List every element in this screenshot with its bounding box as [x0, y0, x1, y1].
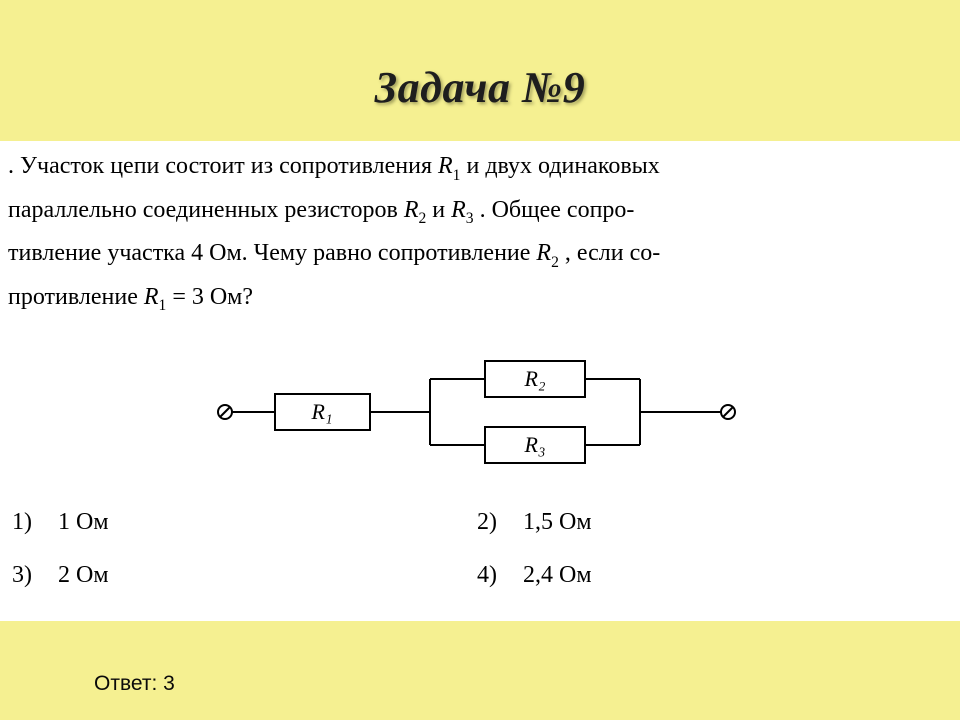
var-r1-sub: 1: [453, 167, 461, 184]
r3-label: R₃: [523, 432, 545, 457]
var-r1eq-sub: 1: [159, 297, 167, 314]
option-4: 4) 2,4 Ом: [477, 554, 942, 597]
terminal-slash: [723, 407, 733, 417]
t: . Общее сопро-: [474, 197, 635, 223]
t: . Участок цепи состоит из сопротивления: [8, 153, 438, 179]
option-val: 2,4 Ом: [523, 554, 592, 597]
var-r1: R: [438, 153, 453, 179]
terminal-slash: [220, 407, 230, 417]
t: и: [426, 197, 451, 223]
var-r2: R: [404, 197, 419, 223]
var-r3-sub: 3: [466, 210, 474, 227]
t: и двух одинаковых: [460, 153, 659, 179]
option-num: 4): [477, 554, 505, 597]
circuit-diagram: R₁ R₂ R₃: [195, 337, 755, 487]
option-val: 1 Ом: [58, 501, 109, 544]
t: , если со-: [559, 240, 660, 266]
r1-label: R₁: [310, 399, 332, 424]
r2-label: R₂: [523, 366, 545, 391]
option-num: 3): [12, 554, 40, 597]
option-val: 2 Ом: [58, 554, 109, 597]
problem-panel: . Участок цепи состоит из сопротивления …: [0, 141, 960, 621]
answer-options: 1) 1 Ом 2) 1,5 Ом 3) 2 Ом 4) 2,4 Ом: [8, 501, 942, 596]
t: параллельно соединенных резисторов: [8, 197, 404, 223]
t: противление: [8, 284, 144, 310]
option-3: 3) 2 Ом: [12, 554, 477, 597]
option-2: 2) 1,5 Ом: [477, 501, 942, 544]
option-num: 2): [477, 501, 505, 544]
option-val: 1,5 Ом: [523, 501, 592, 544]
problem-text: . Участок цепи состоит из сопротивления …: [8, 145, 942, 319]
page-title: Задача №9: [375, 62, 586, 113]
t: тивление участка 4 Ом. Чему равно сопрот…: [8, 240, 536, 266]
t: = 3 Ом?: [166, 284, 253, 310]
var-r1eq: R: [144, 284, 159, 310]
var-rq-sub: 2: [551, 254, 559, 271]
var-rq: R: [536, 240, 551, 266]
answer-label: Ответ: 3: [94, 672, 175, 696]
option-num: 1): [12, 501, 40, 544]
var-r2-sub: 2: [418, 210, 426, 227]
option-1: 1) 1 Ом: [12, 501, 477, 544]
var-r3: R: [451, 197, 466, 223]
